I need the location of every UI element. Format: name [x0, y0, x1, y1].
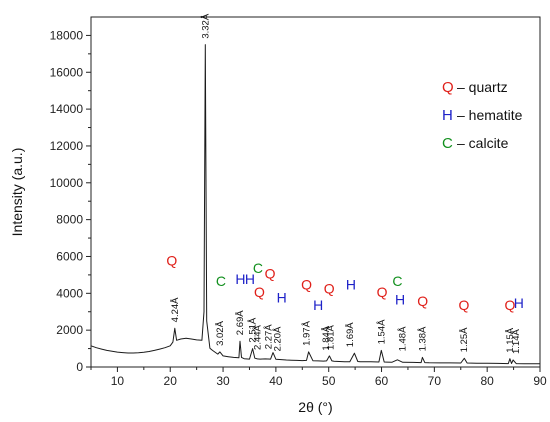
plot-area: 10 20 30 40 50 60 70 80 90 0 2000 4000 6000 8000 10000… [50, 13, 547, 388]
d-spacing-label: 2.51Å [248, 317, 259, 342]
d-spacing-label: 2.44Å [252, 324, 263, 349]
phase-marker-h: H [514, 295, 524, 311]
y-tick-label: 18000 [50, 28, 84, 42]
y-tick-label: 12000 [50, 139, 84, 153]
d-spacing-label: 2.20Å [272, 326, 283, 351]
d-spacing-label: 3.32Å [200, 13, 211, 38]
d-spacing-label: 1.25Å [459, 327, 470, 352]
d-spacing-label: 1.54Å [376, 319, 387, 344]
y-tick-label: 10000 [50, 176, 84, 190]
x-axis-title: 2θ (°) [298, 399, 332, 415]
d-spacing-label: 1.81Å [325, 324, 336, 349]
y-tick-label: 14000 [50, 102, 84, 116]
phase-marker-h: H [235, 271, 245, 287]
phase-marker-q: Q [417, 293, 428, 309]
y-tick-label: 0 [76, 360, 83, 374]
y-tick-label: 2000 [56, 323, 83, 337]
phase-marker-h: H [313, 297, 323, 313]
phase-marker-q: Q [254, 284, 265, 300]
phase-marker-c: C [216, 273, 226, 289]
legend-symbol-q: Q [442, 79, 454, 96]
x-tick-label: 50 [322, 374, 336, 388]
y-tick-label: 4000 [56, 286, 83, 300]
phase-marker-q: Q [166, 253, 177, 269]
d-spacing-label: 3.02Å [215, 320, 226, 345]
x-tick-label: 20 [164, 374, 178, 388]
plot-frame [90, 16, 541, 368]
phase-marker-h: H [277, 290, 287, 306]
y-axis-title: Intensity (a.u.) [9, 148, 25, 237]
d-spacing-label: 1.48Å [398, 326, 409, 351]
x-tick-label: 60 [375, 374, 389, 388]
d-spacing-label: 1.69Å [345, 322, 356, 347]
phase-marker-q: Q [265, 266, 276, 282]
legend-label: – hematite [457, 107, 523, 123]
legend-label: – quartz [457, 79, 508, 95]
x-tick-label: 80 [480, 374, 494, 388]
phase-marker-q: Q [301, 277, 312, 293]
x-tick-label: 90 [533, 374, 547, 388]
x-tick-label: 30 [216, 374, 230, 388]
phase-marker-q: Q [377, 284, 388, 300]
phase-marker-q: Q [324, 280, 335, 296]
y-tick-label: 8000 [56, 213, 83, 227]
d-spacing-label: 2.27Å [263, 324, 274, 349]
d-spacing-label: 1.38Å [417, 326, 428, 351]
d-spacing-label: 1.84Å [321, 325, 332, 350]
d-spacing-label: 4.24Å [170, 297, 181, 322]
legend-symbol-c: C [442, 135, 453, 152]
d-spacing-label: 1.15Å [505, 327, 516, 352]
phase-marker-h: H [346, 277, 356, 293]
phase-marker-q: Q [504, 297, 515, 313]
phase-marker-h: H [395, 291, 405, 307]
phase-marker-h: H [245, 271, 255, 287]
y-tick-label: 16000 [50, 65, 84, 79]
d-spacing-label: 2.69Å [235, 310, 246, 335]
y-tick-label: 6000 [56, 249, 83, 263]
phase-marker-c: C [392, 273, 402, 289]
diffraction-pattern-line [90, 44, 541, 365]
x-tick-label: 10 [111, 374, 125, 388]
phase-marker-c: C [253, 260, 263, 276]
d-spacing-label: 1.14Å [511, 329, 522, 354]
legend-symbol-h: H [442, 107, 453, 124]
x-tick-label: 40 [269, 374, 283, 388]
d-spacing-label: 1.97Å [302, 320, 313, 345]
legend-label: – calcite [457, 135, 509, 151]
phase-marker-q: Q [458, 297, 469, 313]
x-tick-label: 70 [428, 374, 442, 388]
